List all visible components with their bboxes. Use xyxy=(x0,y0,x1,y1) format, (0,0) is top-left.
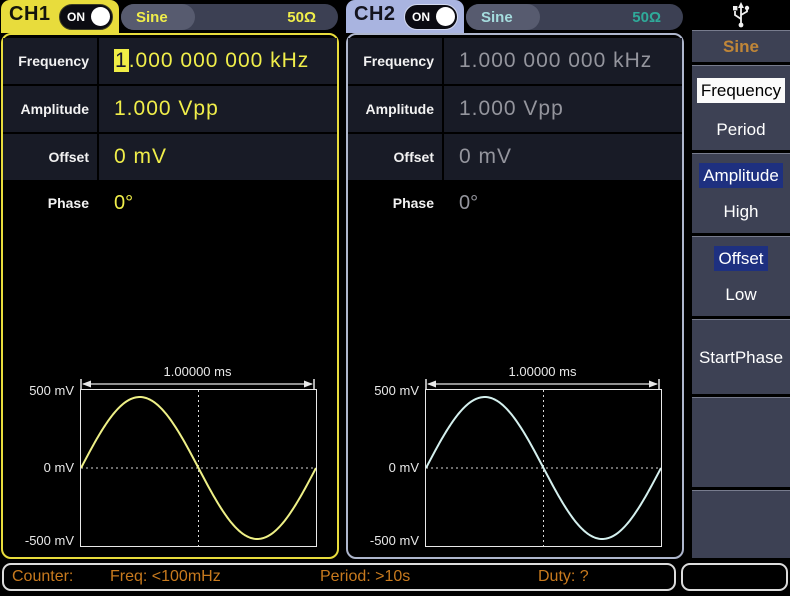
ch1-ylabel-max: 500 mV xyxy=(29,383,74,398)
ch2-frequency-value[interactable]: 1.000 000 000 kHz xyxy=(459,49,653,72)
ch1-offset-label: Offset xyxy=(48,149,89,165)
menu-item-low[interactable]: Low xyxy=(725,285,757,304)
ch2-amplitude-row[interactable]: Amplitude 1.000 Vpp xyxy=(348,86,682,132)
softkey-blank-1 xyxy=(692,397,790,487)
ch1-amplitude-row[interactable]: Amplitude 1.000 Vpp xyxy=(3,86,337,132)
ch2-phase-label: Phase xyxy=(392,195,434,211)
ch2-tab-label: CH2 xyxy=(354,3,396,25)
ch2-sine-trace xyxy=(425,396,662,540)
ch2-waveform-pill xyxy=(466,4,540,30)
ch1-waveform-pill xyxy=(121,4,195,30)
ch1-frequency-cursor-digit: 1 xyxy=(114,49,129,72)
ch2-waveform-name: Sine xyxy=(481,9,513,26)
ch1-period-dimension-arrow xyxy=(80,379,315,389)
ch1-phase-label: Phase xyxy=(47,195,89,211)
ch2-frequency-label: Frequency xyxy=(363,53,434,69)
ch1-ylabel-mid: 0 mV xyxy=(43,460,74,475)
ch1-header-bar: Sine 50Ω xyxy=(121,4,338,30)
ch1-tab-label: CH1 xyxy=(9,3,51,25)
ch1-column-divider xyxy=(97,38,99,180)
ch1-amplitude-label: Amplitude xyxy=(20,101,89,117)
ch2-offset-value[interactable]: 0 mV xyxy=(459,145,513,168)
menu-item-frequency[interactable]: Frequency xyxy=(692,78,790,103)
ch1-waveform-canvas xyxy=(80,390,317,546)
status-bar-right-segment xyxy=(681,563,788,591)
softkey-blank-2 xyxy=(692,490,790,558)
ch1-offset-row[interactable]: Offset 0 mV xyxy=(3,134,337,180)
ch2-waveform-plot xyxy=(425,389,662,547)
ch1-toggle-state-label: ON xyxy=(67,10,85,24)
ch2-waveform-canvas xyxy=(425,390,662,546)
menu-item-high[interactable]: High xyxy=(723,202,759,221)
ch1-period-annotation: 1.00000 ms xyxy=(163,364,232,379)
counter-status-bar: Counter: Freq: <100mHz Period: >10s Duty… xyxy=(2,563,676,591)
softkey-menu: Sine Frequency Period Amplitude High Off… xyxy=(692,0,790,596)
counter-frequency-readout: Freq: <100mHz xyxy=(110,568,221,585)
ch1-impedance-label: 50Ω xyxy=(287,9,316,26)
menu-waveform-title: Sine xyxy=(723,37,759,56)
menu-item-startphase[interactable]: StartPhase xyxy=(698,348,784,367)
ch1-frequency-value-rest: .000 000 000 kHz xyxy=(128,49,310,72)
softkey-frequency-period[interactable]: Frequency Period xyxy=(692,65,790,150)
ch1-amplitude-value[interactable]: 1.000 Vpp xyxy=(114,97,219,120)
ch1-phase-value[interactable]: 0° xyxy=(114,192,134,214)
counter-period-readout: Period: >10s xyxy=(320,568,411,585)
ch2-period-annotation: 1.00000 ms xyxy=(508,364,577,379)
ch2-toggle-knob xyxy=(436,7,455,26)
ch1-offset-value[interactable]: 0 mV xyxy=(114,145,168,168)
menu-item-amplitude[interactable]: Amplitude xyxy=(692,163,790,188)
usb-icon xyxy=(733,2,750,28)
ch2-ylabel-max: 500 mV xyxy=(374,383,419,398)
ch2-header-bar: Sine 50Ω xyxy=(466,4,683,30)
tab-ch2[interactable]: CH2 ON xyxy=(346,0,464,33)
ch1-toggle-knob xyxy=(91,7,110,26)
ch2-column-divider xyxy=(442,38,444,180)
ch1-ylabel-min: -500 mV xyxy=(24,533,74,548)
ch2-amplitude-value[interactable]: 1.000 Vpp xyxy=(459,97,564,120)
ch1-frequency-label: Frequency xyxy=(18,53,89,69)
ch2-toggle-state-label: ON xyxy=(412,10,430,24)
softkey-offset-low[interactable]: Offset Low xyxy=(692,236,790,316)
ch1-sine-trace xyxy=(80,396,317,540)
menu-title-section: Sine xyxy=(692,30,790,62)
counter-duty-readout: Duty: ? xyxy=(538,568,589,585)
softkey-startphase[interactable]: StartPhase xyxy=(692,319,790,394)
ch2-impedance-label: 50Ω xyxy=(632,9,661,26)
ch2-period-dimension-arrow xyxy=(425,379,660,389)
ch2-amplitude-label: Amplitude xyxy=(365,101,434,117)
ch1-frequency-row[interactable]: Frequency 1.000 000 000 kHz xyxy=(3,38,337,84)
ch2-offset-row[interactable]: Offset 0 mV xyxy=(348,134,682,180)
ch1-frequency-value[interactable]: 1.000 000 000 kHz xyxy=(114,38,309,84)
ch2-ylabel-mid: 0 mV xyxy=(388,460,419,475)
ch2-on-toggle[interactable]: ON xyxy=(404,4,458,30)
counter-label: Counter: xyxy=(12,568,74,585)
softkey-amplitude-high[interactable]: Amplitude High xyxy=(692,153,790,233)
ch2-panel: Frequency 1.000 000 000 kHz Amplitude 1.… xyxy=(346,33,684,559)
ch2-frequency-row[interactable]: Frequency 1.000 000 000 kHz xyxy=(348,38,682,84)
menu-item-period[interactable]: Period xyxy=(716,120,766,139)
ch1-panel: Frequency 1.000 000 000 kHz Amplitude 1.… xyxy=(1,33,339,559)
ch1-waveform-name: Sine xyxy=(136,9,168,26)
ch1-waveform-plot xyxy=(80,389,317,547)
ch2-phase-value[interactable]: 0° xyxy=(459,192,479,214)
ch2-ylabel-min: -500 mV xyxy=(369,533,419,548)
ch2-offset-label: Offset xyxy=(393,149,434,165)
tab-ch1[interactable]: CH1 ON xyxy=(1,0,119,33)
ch1-on-toggle[interactable]: ON xyxy=(59,4,113,30)
menu-item-offset[interactable]: Offset xyxy=(692,246,790,271)
